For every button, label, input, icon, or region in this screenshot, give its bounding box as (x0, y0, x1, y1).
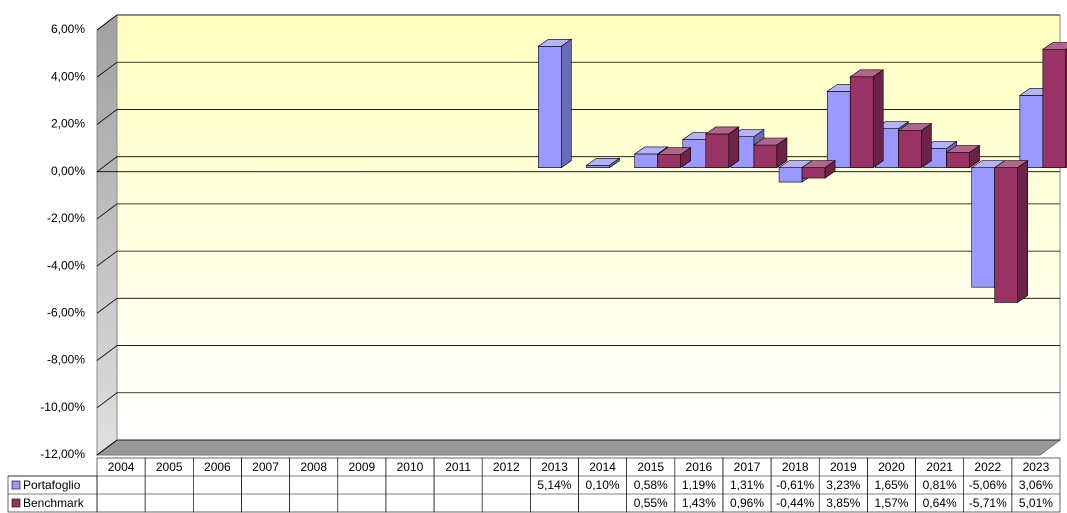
grid-line (96, 61, 1060, 78)
bar-front (826, 91, 851, 168)
grid-line (96, 345, 1060, 361)
x-tick-label: 2010 (397, 460, 424, 474)
legend-label: Portafoglio (23, 478, 81, 492)
data-label: 1,43% (682, 496, 716, 510)
x-tick-label: 2012 (493, 460, 520, 474)
bar-side (969, 144, 980, 169)
data-label: -5,71% (969, 496, 1007, 510)
y-tick-label: -8,00% (47, 353, 85, 367)
y-tick-label: 6,00% (51, 22, 85, 36)
bar-side (561, 38, 572, 169)
x-tick-label: 2008 (300, 460, 327, 474)
bar-front (538, 46, 562, 168)
bar-front (946, 152, 970, 168)
legend-label: Benchmark (23, 496, 85, 510)
back-wall (116, 14, 1061, 441)
bar-side (921, 123, 932, 169)
data-label: -0,44% (776, 496, 814, 510)
grid-line (96, 297, 1060, 314)
data-label: -5,06% (969, 478, 1007, 492)
bar-front (994, 167, 1019, 303)
data-label: 0,64% (923, 496, 957, 510)
bar-front (801, 167, 826, 179)
data-label: -0,61% (776, 478, 814, 492)
bar-side (680, 147, 691, 169)
data-label: 0,55% (634, 496, 668, 510)
data-label: 3,06% (1019, 478, 1053, 492)
data-label: 1,19% (682, 478, 716, 492)
grid-line (96, 250, 1060, 267)
bar-front (753, 144, 778, 168)
data-label: 3,85% (826, 496, 860, 510)
x-tick-label: 2023 (1023, 460, 1050, 474)
x-tick-label: 2019 (830, 460, 857, 474)
data-label: 0,81% (923, 478, 957, 492)
x-tick-label: 2009 (348, 460, 375, 474)
x-tick-label: 2020 (878, 460, 905, 474)
data-label: 0,58% (634, 478, 668, 492)
bar-front (586, 165, 610, 168)
y-tick-label: -12,00% (40, 447, 85, 461)
bar-top (1041, 42, 1067, 50)
bar-front (705, 133, 730, 168)
side-wall (96, 14, 118, 456)
x-tick-label: 2014 (589, 460, 616, 474)
y-tick-label: 2,00% (51, 117, 85, 131)
y-tick-label: 0,00% (51, 164, 85, 178)
x-tick-label: 2006 (204, 460, 231, 474)
bar-front (971, 167, 996, 288)
data-label: 1,65% (874, 478, 908, 492)
bar-side (728, 126, 740, 169)
bar-side (609, 157, 620, 169)
data-label: 0,10% (586, 478, 620, 492)
grid-line (96, 392, 1060, 409)
data-label: 0,96% (730, 496, 764, 510)
data-label: 5,01% (1019, 496, 1053, 510)
x-tick-label: 2004 (108, 460, 135, 474)
x-tick-label: 2013 (541, 460, 568, 474)
bar-front (1019, 95, 1044, 168)
data-label: 5,14% (537, 478, 571, 492)
bar-front (1042, 49, 1067, 168)
x-tick-label: 2018 (782, 460, 809, 474)
data-label: 1,31% (730, 478, 764, 492)
grid-line (96, 109, 1060, 125)
y-tick-label: -6,00% (47, 306, 85, 320)
x-tick-label: 2021 (926, 460, 953, 474)
bar-side (776, 137, 788, 169)
x-tick-label: 2022 (974, 460, 1001, 474)
x-tick-label: 2015 (637, 460, 664, 474)
bar-front (634, 153, 658, 168)
bar-side (1017, 160, 1028, 304)
table-cell (1011, 457, 1061, 513)
x-tick-label: 2017 (734, 460, 761, 474)
bar-side (872, 69, 884, 169)
data-label: 1,57% (874, 496, 908, 510)
bar-front (657, 154, 681, 168)
x-tick-label: 2007 (252, 460, 279, 474)
grid-line (96, 14, 1060, 31)
legend-swatch (11, 480, 21, 490)
data-label: 3,23% (826, 478, 860, 492)
bar-front (849, 76, 874, 168)
bar-front (898, 130, 922, 168)
grid-line (96, 203, 1060, 220)
grid-line (96, 439, 1060, 456)
x-tick-label: 2016 (686, 460, 713, 474)
y-tick-label: -10,00% (40, 400, 85, 414)
floor (95, 439, 1062, 456)
y-tick-label: 4,00% (51, 69, 85, 83)
bar-side (824, 160, 836, 179)
x-tick-label: 2005 (156, 460, 183, 474)
y-tick-label: -2,00% (47, 211, 85, 225)
bar-front (778, 167, 803, 183)
y-tick-label: -4,00% (47, 258, 85, 272)
x-tick-label: 2011 (445, 460, 471, 474)
legend-swatch (11, 498, 21, 508)
